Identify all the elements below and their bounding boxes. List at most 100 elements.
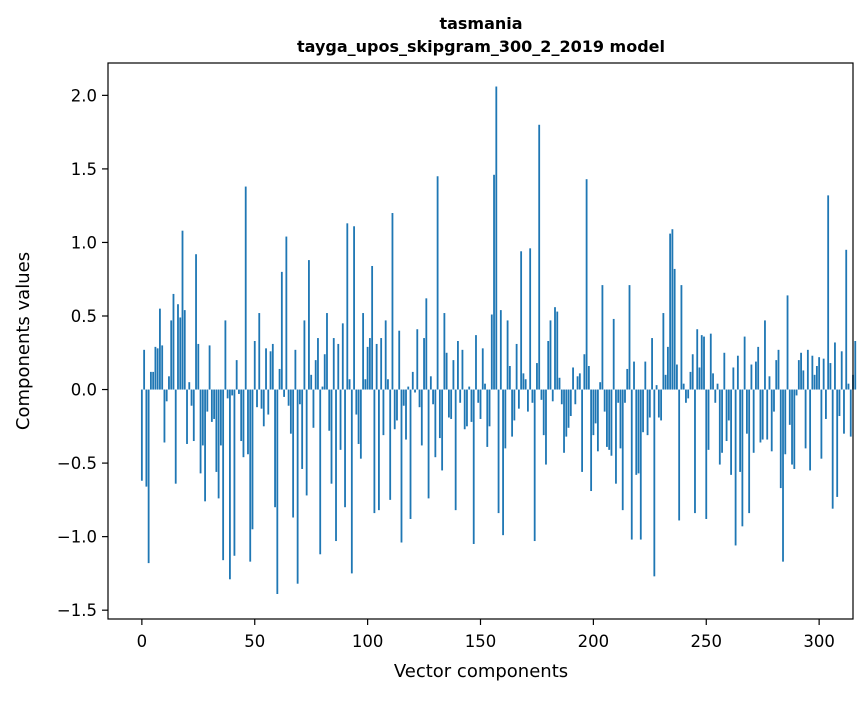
bar [610,389,613,456]
bar [809,389,812,471]
bar [242,389,245,458]
bar [170,320,173,390]
bar [292,389,295,518]
bar [238,389,240,394]
bar [621,389,624,511]
bar [596,389,599,452]
bar [628,285,631,390]
bar [827,195,830,390]
bar [490,314,493,390]
bar [581,389,583,472]
bar [335,389,337,542]
x-axis-label: Vector components [394,661,568,682]
bar [567,389,570,428]
bar [800,352,802,390]
bar [405,389,407,440]
bar [168,376,170,390]
bar [423,338,425,390]
bar [599,382,602,390]
bar [247,389,249,455]
bar [651,338,653,390]
bar [174,389,177,484]
bar [727,389,730,421]
bar [285,236,288,390]
bar [635,389,638,475]
bar [461,349,464,390]
bar [177,304,179,390]
bar [145,389,148,487]
bar [612,318,615,390]
bar [140,389,143,481]
bar [669,233,672,390]
bar [454,389,457,511]
y-tick-label: −0.5 [57,454,97,473]
bar [797,360,800,390]
bar [538,124,541,390]
bar [267,389,270,415]
x-tick-label: 150 [465,632,497,651]
bar [472,389,475,544]
bar [296,389,299,584]
bar [594,389,597,424]
bar [513,389,516,421]
bar [569,389,572,417]
bar [836,389,839,497]
bar [274,389,276,508]
bar [752,389,755,453]
bar [815,366,818,390]
bar [172,293,175,390]
bar [843,389,845,434]
bar [773,389,775,412]
bar [305,389,308,496]
bar [427,389,430,499]
bar [183,310,186,390]
bar [585,179,588,390]
bar [820,389,823,459]
bar [287,389,290,406]
x-tick-label: 0 [137,632,148,651]
bar [617,389,620,403]
bar [768,376,771,390]
bar [806,349,809,390]
bars-group [140,86,857,594]
bar [716,383,719,390]
chart-subtitle: tayga_upos_skipgram_300_2_2019 model [297,37,665,56]
bar [466,389,468,427]
bar [705,389,708,519]
bar [416,329,419,390]
bar [486,389,489,447]
bar [730,389,732,475]
bar [161,345,164,390]
bar [149,371,152,390]
bar [217,389,220,499]
bar [159,308,161,390]
bar [556,311,559,390]
bar [741,389,744,527]
bar [204,389,206,502]
bar [382,389,385,436]
bar [542,389,545,436]
bar [143,349,146,390]
bar [371,265,374,390]
bar [280,271,283,390]
bar [201,389,204,446]
bar [393,389,396,430]
bar [847,383,850,390]
bar [736,355,739,390]
bar [147,389,150,564]
y-tick-label: 0.5 [71,307,97,326]
bar [373,389,376,514]
bar [253,341,256,390]
bar [475,335,477,390]
bar [642,389,644,433]
chart-title: tasmania [439,14,522,33]
bar [330,389,333,484]
bar [188,382,191,390]
bar [258,313,261,390]
bar [303,320,306,390]
bar [802,370,805,390]
bar [572,367,574,390]
bar [463,389,466,430]
bar [549,320,552,390]
bar [592,389,595,436]
